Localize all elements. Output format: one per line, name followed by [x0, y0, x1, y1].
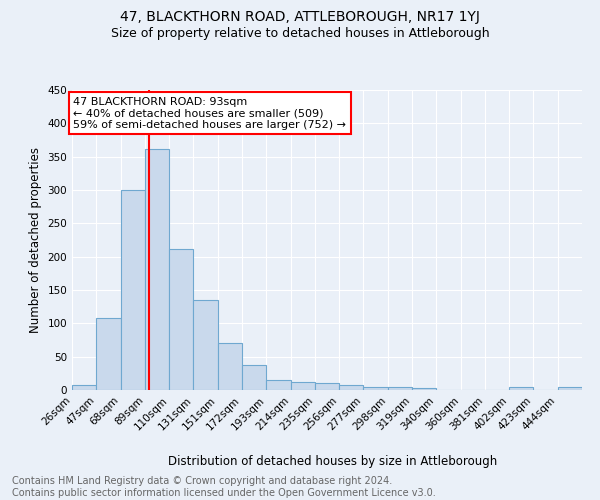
Bar: [72, 384, 96, 390]
Bar: [242, 364, 266, 390]
Bar: [388, 388, 412, 390]
Bar: [290, 382, 315, 390]
Text: 47, BLACKTHORN ROAD, ATTLEBOROUGH, NR17 1YJ: 47, BLACKTHORN ROAD, ATTLEBOROUGH, NR17 …: [120, 10, 480, 24]
Bar: [193, 300, 218, 390]
Y-axis label: Number of detached properties: Number of detached properties: [29, 147, 42, 333]
Bar: [169, 248, 193, 390]
Text: Contains HM Land Registry data © Crown copyright and database right 2024.
Contai: Contains HM Land Registry data © Crown c…: [12, 476, 436, 498]
Text: 47 BLACKTHORN ROAD: 93sqm
← 40% of detached houses are smaller (509)
59% of semi: 47 BLACKTHORN ROAD: 93sqm ← 40% of detac…: [73, 96, 346, 130]
Text: Size of property relative to detached houses in Attleborough: Size of property relative to detached ho…: [110, 28, 490, 40]
Bar: [509, 386, 533, 390]
Bar: [339, 386, 364, 390]
Bar: [145, 148, 169, 390]
Bar: [218, 344, 242, 390]
Bar: [558, 386, 582, 390]
Bar: [412, 388, 436, 390]
Bar: [266, 380, 290, 390]
Bar: [121, 190, 145, 390]
Bar: [315, 384, 339, 390]
Bar: [96, 318, 121, 390]
Text: Distribution of detached houses by size in Attleborough: Distribution of detached houses by size …: [169, 455, 497, 468]
Bar: [364, 388, 388, 390]
